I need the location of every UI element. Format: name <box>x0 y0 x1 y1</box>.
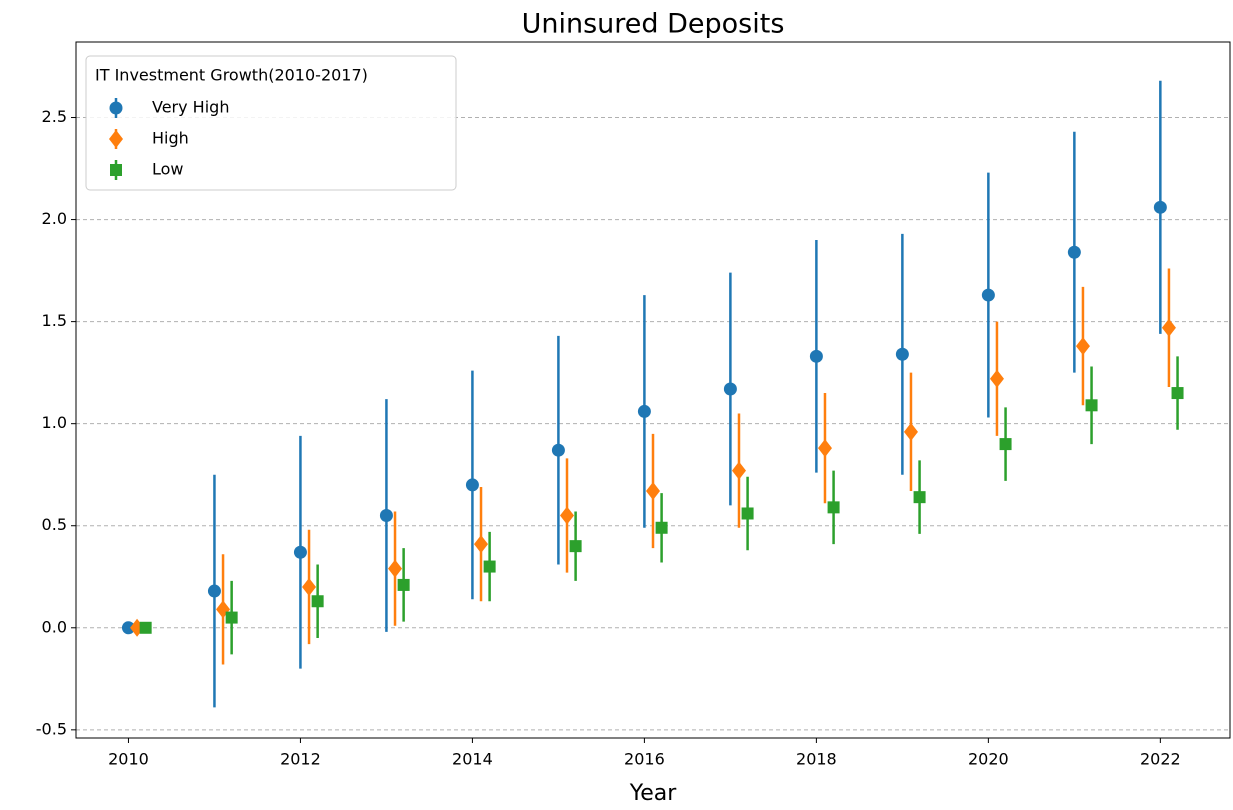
x-tick-label: 2018 <box>796 750 837 769</box>
marker <box>560 506 575 525</box>
marker <box>311 595 324 608</box>
marker <box>388 559 403 578</box>
marker <box>827 501 840 514</box>
legend-title: IT Investment Growth(2010-2017) <box>95 66 368 85</box>
marker <box>741 507 754 520</box>
legend: IT Investment Growth(2010-2017) Very High… <box>85 55 457 191</box>
legend-label: Very High <box>152 98 229 117</box>
x-tick-label: 2014 <box>452 750 493 769</box>
marker <box>1171 387 1184 400</box>
y-tick-label: 1.5 <box>42 311 67 330</box>
legend-marker <box>109 130 123 148</box>
chart-title: Uninsured Deposits <box>522 9 785 40</box>
marker <box>207 584 221 598</box>
marker <box>397 578 410 591</box>
marker <box>895 347 909 361</box>
marker <box>655 521 668 534</box>
marker <box>1153 200 1167 214</box>
marker <box>989 369 1004 388</box>
marker <box>913 491 926 504</box>
marker <box>302 577 317 596</box>
marker <box>551 443 565 457</box>
y-tick-label: 0.5 <box>42 515 67 534</box>
marker <box>474 535 489 554</box>
y-tick-label: 2.5 <box>42 107 67 126</box>
marker <box>293 545 307 559</box>
marker <box>646 482 660 501</box>
plot-frame <box>75 41 1231 739</box>
marker <box>1085 399 1098 412</box>
marker <box>981 288 995 302</box>
marker <box>379 509 393 523</box>
marker <box>1075 337 1090 356</box>
marker <box>139 621 152 634</box>
y-tick-label: 2.0 <box>42 209 67 228</box>
marker <box>569 540 582 553</box>
marker <box>731 461 746 480</box>
x-axis-label: Year <box>629 781 678 806</box>
y-tick-label: 1.0 <box>42 413 67 432</box>
marker <box>809 349 823 363</box>
y-tick-label: 0.0 <box>42 617 67 636</box>
legend-marker <box>109 101 123 115</box>
marker <box>637 404 651 418</box>
x-tick-label: 2016 <box>624 750 665 769</box>
marker <box>817 439 832 458</box>
x-tick-label: 2010 <box>108 750 149 769</box>
legend-label: High <box>152 129 189 148</box>
marker <box>465 478 479 492</box>
marker <box>483 560 496 573</box>
marker <box>999 438 1012 451</box>
x-tick-label: 2022 <box>1140 750 1181 769</box>
marker <box>723 382 737 396</box>
marker <box>1067 245 1081 259</box>
legend-label: Low <box>152 160 184 179</box>
x-tick-label: 2012 <box>280 750 321 769</box>
marker <box>1161 318 1176 337</box>
marker <box>121 621 135 635</box>
x-tick-label: 2020 <box>968 750 1009 769</box>
y-tick-label: -0.5 <box>36 719 67 738</box>
marker <box>903 422 918 441</box>
legend-marker <box>110 164 122 176</box>
legend-box <box>85 55 457 191</box>
marker <box>225 611 238 624</box>
